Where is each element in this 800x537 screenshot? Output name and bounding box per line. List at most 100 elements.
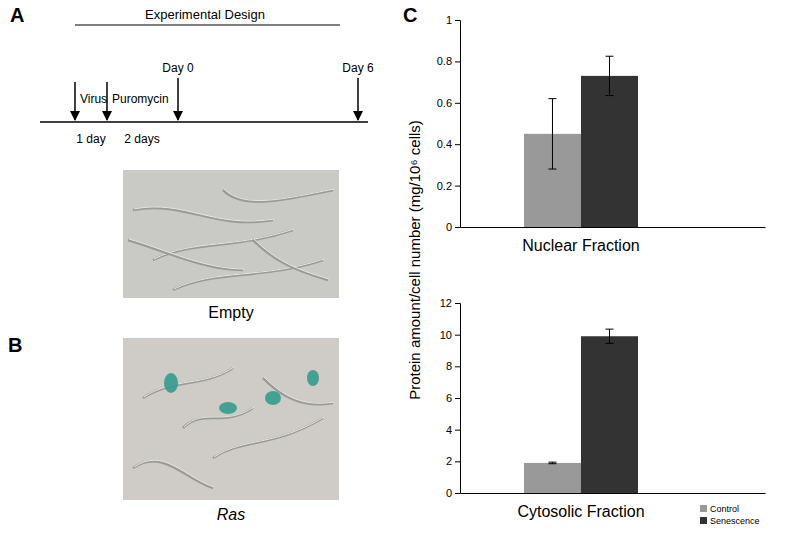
legend-label: Control (710, 504, 739, 514)
y-tick-label: 2 (446, 455, 452, 467)
cell-highlight (224, 189, 334, 201)
y-tick-mark (455, 186, 460, 187)
interval-label: 2 days (124, 132, 159, 146)
y-tick-label: 0.6 (437, 97, 452, 109)
y-tick-label: 10 (440, 329, 452, 341)
y-tick-label: 1 (446, 14, 452, 26)
cell-outline (183, 408, 253, 428)
y-axis-line (455, 304, 461, 494)
event-arrow (74, 82, 76, 120)
y-tick-mark (455, 366, 460, 367)
error-bar-cap (548, 462, 556, 463)
error-bar-stem (552, 99, 553, 169)
event-label: Day 6 (342, 61, 374, 75)
cell-outline (213, 418, 323, 458)
error-bar-cap (606, 329, 614, 330)
panel-a: AExperimental DesignVirusPuromycinDay 0D… (10, 4, 374, 146)
x-tick-label: Cytosolic Fraction (517, 503, 644, 520)
legend-swatch (700, 517, 707, 524)
cell-outline (133, 461, 213, 488)
y-tick: 0.8 (437, 55, 460, 67)
image-background (123, 170, 339, 298)
y-tick: 6 (446, 392, 460, 404)
image-caption: Empty (208, 304, 253, 321)
bar-chart: 00.20.40.60.81Nuclear Fraction (437, 14, 766, 254)
cell-outline (133, 208, 273, 222)
x-axis-line (461, 227, 766, 228)
error-bar-cap (606, 56, 614, 57)
title-line (75, 25, 340, 26)
cell-outline (253, 240, 328, 280)
y-tick-mark (455, 103, 460, 104)
y-tick-mark (455, 398, 460, 399)
panel-b: BEmptyRas (8, 170, 339, 523)
event-label: Virus (80, 92, 107, 106)
error-bar (606, 56, 614, 95)
x-tick: Cytosolic Fraction (517, 493, 644, 520)
y-axis: 00.20.40.60.81 (437, 14, 461, 233)
stain-blob (219, 402, 237, 414)
error-bar-cap (606, 343, 614, 344)
y-tick-mark (455, 430, 460, 431)
stain-blob (164, 373, 178, 393)
panel-label: A (10, 4, 24, 26)
bar (524, 463, 581, 493)
bar (581, 76, 638, 227)
figure: AExperimental DesignVirusPuromycinDay 0D… (0, 0, 800, 537)
y-tick-label: 0.2 (437, 180, 452, 192)
error-bar-cap (548, 169, 556, 170)
y-tick-mark (455, 20, 460, 21)
event-arrow (357, 78, 359, 120)
legend-entry: Senescence (700, 516, 760, 526)
cell-outline (223, 190, 333, 202)
event-label: Day 0 (162, 61, 194, 75)
bar (581, 336, 638, 493)
y-tick-label: 4 (446, 424, 452, 436)
stain-blob (265, 391, 281, 405)
image-caption: Ras (217, 506, 245, 523)
cell-outline (263, 378, 333, 404)
y-tick-label: 6 (446, 392, 452, 404)
micrograph (123, 170, 339, 298)
cell-outline (128, 240, 243, 270)
x-axis: Nuclear Fraction (461, 227, 766, 254)
y-tick-mark (455, 303, 460, 304)
legend: Control Senescence (700, 504, 760, 526)
y-tick-mark (455, 335, 460, 336)
cell-highlight (184, 407, 254, 427)
event-arrow (177, 78, 179, 120)
y-tick: 0.6 (437, 97, 460, 109)
cell-highlight (254, 239, 329, 279)
y-tick: 1 (446, 14, 460, 26)
y-tick: 0 (446, 221, 460, 233)
image-background (123, 338, 339, 500)
error-bar-stem (609, 329, 610, 343)
cell-highlight (144, 367, 234, 397)
legend-entry: Control (700, 504, 739, 514)
x-axis-line (461, 493, 766, 494)
legend-label: Senescence (710, 516, 760, 526)
y-axis: 0 2 4 6 8 10 12 (440, 297, 461, 499)
x-tick: Nuclear Fraction (522, 227, 639, 254)
interval-label: 1 day (76, 132, 105, 146)
plot-area (524, 56, 638, 227)
error-bar-stem (609, 56, 610, 95)
y-tick: 8 (446, 360, 460, 372)
y-axis-line (455, 21, 461, 228)
timeline (40, 121, 368, 123)
stain-blob (307, 370, 319, 386)
cell-highlight (134, 460, 214, 487)
y-tick: 12 (440, 297, 460, 309)
y-tick-mark (455, 144, 460, 145)
cell-highlight (129, 239, 244, 269)
y-axis-title: Protein amount/cell number (mg/10⁶ cells… (406, 120, 423, 400)
error-bar-cap (548, 98, 556, 99)
micrograph (123, 338, 339, 500)
y-tick-mark (455, 227, 460, 228)
y-tick-label: 0 (446, 221, 452, 233)
cell-outline (143, 368, 233, 398)
error-bar (548, 99, 556, 169)
legend-swatch (700, 505, 707, 512)
cell-highlight (134, 207, 274, 221)
y-tick-label: 0 (446, 487, 452, 499)
